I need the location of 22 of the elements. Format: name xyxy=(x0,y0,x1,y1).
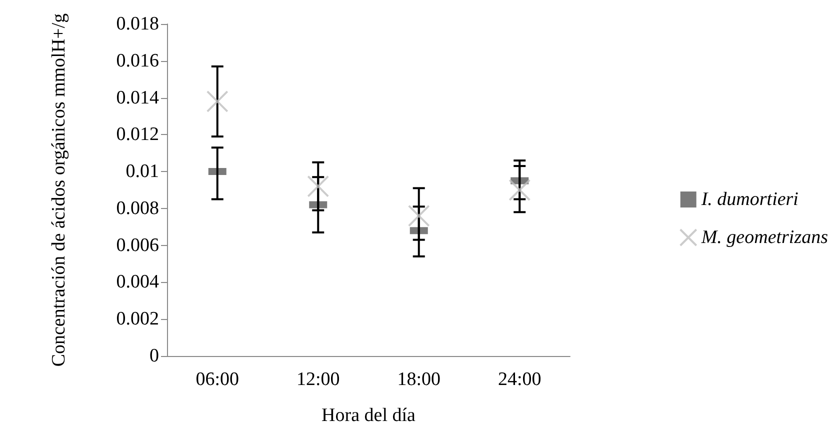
x-axis-title: Hora del día xyxy=(322,405,416,426)
y-tick-label: 0.012 xyxy=(116,124,159,146)
y-tick-label: 0.006 xyxy=(116,234,159,256)
y-tick-label: 0.016 xyxy=(116,50,159,72)
y-axis-title: Concentración de ácidos orgánicos mmolH+/g xyxy=(48,12,70,367)
y-tick-label: 0.014 xyxy=(116,87,160,108)
y-tick-label: 0.008 xyxy=(116,198,159,219)
y-tick-label: 0.002 xyxy=(116,308,159,330)
point xyxy=(206,90,228,112)
legend-label: I. dumortieri xyxy=(700,189,798,210)
x-tick-label: 18:00 xyxy=(397,369,441,390)
x-tick-label: 06:00 xyxy=(196,369,240,390)
y-tick-label: 0 xyxy=(150,346,159,366)
point xyxy=(408,204,430,227)
y-tick-label: 0.004 xyxy=(116,272,160,293)
legend-label: M. geometrizans xyxy=(700,227,828,248)
x-tick-label: 12:00 xyxy=(296,369,340,390)
point xyxy=(307,175,330,198)
x-tick-label: 24:00 xyxy=(498,369,542,390)
point xyxy=(508,179,531,201)
y-tick-label: 0.018 xyxy=(116,14,159,34)
y-tick-label: 0.01 xyxy=(126,161,159,182)
